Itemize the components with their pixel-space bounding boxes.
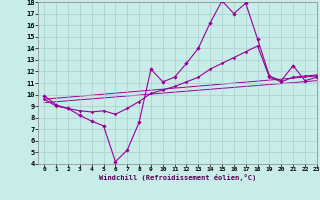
X-axis label: Windchill (Refroidissement éolien,°C): Windchill (Refroidissement éolien,°C) — [99, 174, 256, 181]
